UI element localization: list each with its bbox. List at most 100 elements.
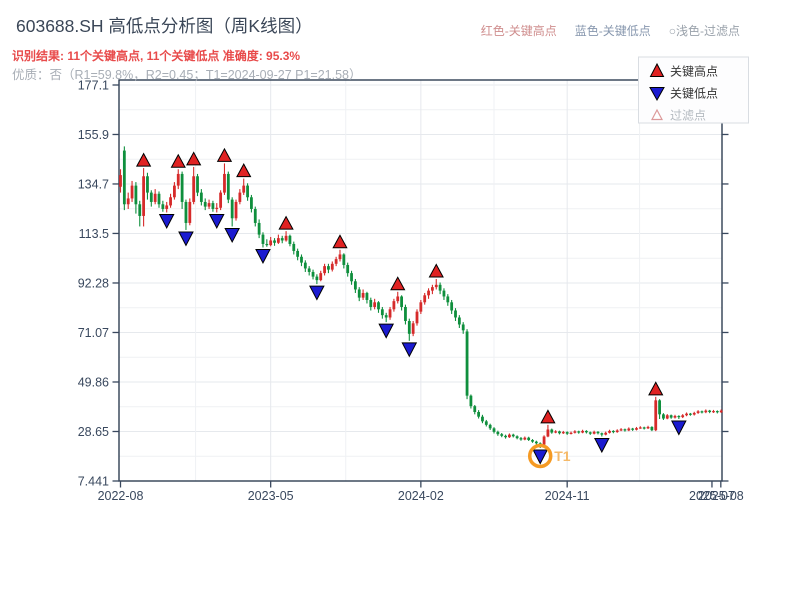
key-low-marker: [208, 213, 225, 230]
candle-body: [642, 427, 646, 429]
candle-body: [188, 201, 192, 223]
candle-body: [126, 198, 130, 205]
candle-body: [138, 204, 142, 216]
candle-body: [592, 431, 596, 434]
candle-body: [215, 207, 219, 209]
candle-body: [238, 192, 242, 202]
candle-body: [631, 428, 635, 430]
key-low-marker: [178, 231, 194, 247]
candle-body: [696, 411, 700, 413]
candle-body: [130, 185, 134, 199]
candle-body: [534, 441, 538, 444]
candle-body: [311, 271, 315, 277]
candle-body: [546, 429, 550, 437]
candle-body: [588, 432, 592, 434]
candle-body: [673, 415, 677, 418]
candle-body: [638, 427, 642, 429]
candle-body: [142, 176, 146, 216]
candle-body: [658, 400, 661, 415]
candle-body: [373, 302, 377, 307]
candle-body: [523, 437, 527, 440]
candle-body: [704, 410, 708, 413]
candle-body: [481, 416, 484, 422]
x-tick-label: 2022-08: [98, 489, 144, 503]
candle-body: [662, 414, 665, 419]
candle-body: [199, 192, 203, 202]
candle-body: [173, 185, 176, 198]
candle-body: [461, 324, 465, 331]
candle-body: [454, 310, 457, 318]
page-title: 603688.SH 高低点分析图（周K线图）: [16, 16, 313, 36]
candle-body: [157, 193, 161, 205]
candle-body: [665, 415, 669, 419]
header-legend-key-low: 蓝色-关键低点: [574, 24, 651, 38]
candle-body: [319, 273, 323, 281]
recognition-result-text: 识别结果: 11个关键高点, 11个关键低点 准确度: 95.3%: [12, 49, 301, 63]
key-low-marker: [671, 420, 687, 436]
candle-body: [484, 421, 488, 425]
candle-body: [427, 290, 430, 296]
candle-body: [253, 208, 257, 223]
candle-body: [492, 428, 496, 432]
candle-body: [419, 302, 423, 312]
candle-body: [300, 256, 303, 263]
candle-body: [423, 295, 427, 303]
candle-body: [246, 185, 249, 198]
candle-body: [477, 412, 481, 417]
candle-body: [346, 264, 350, 274]
y-tick-label: 92.28: [78, 276, 109, 290]
candle-body: [149, 192, 153, 202]
candle-body: [365, 292, 369, 300]
candle-body: [230, 199, 234, 219]
candle-body: [434, 284, 438, 288]
candle-body: [531, 440, 534, 442]
candle-body: [712, 411, 715, 413]
candle-body: [611, 430, 615, 433]
key-low-marker: [255, 248, 271, 265]
candle-body: [619, 429, 623, 431]
y-tick-label: 134.7: [78, 177, 109, 191]
x-tick-label: 2024-02: [398, 489, 444, 503]
candle-body: [700, 411, 704, 413]
candle-body: [250, 197, 253, 209]
candle-body: [223, 173, 226, 193]
candle-body: [292, 243, 296, 251]
candle-body: [646, 426, 650, 429]
key-high-marker: [540, 409, 556, 424]
key-high-marker: [648, 381, 664, 396]
candle-body: [469, 395, 473, 407]
candle-body: [192, 176, 196, 202]
y-tick-label: 155.9: [78, 128, 109, 142]
quality-text: 优质：否（R1=59.8%，R2=0.45；T1=2024-09-27 P1=2…: [12, 68, 362, 82]
candle-body: [369, 299, 373, 307]
candle-body: [600, 433, 604, 435]
key-low-marker: [378, 323, 395, 339]
key-low-marker: [594, 438, 610, 454]
candle-body: [715, 411, 719, 413]
candle-body: [396, 296, 400, 302]
candle-body: [654, 400, 658, 431]
candle-body: [500, 434, 504, 436]
key-low-marker: [532, 449, 549, 465]
candle-body: [681, 415, 685, 418]
header-legend-filtered: ○浅色-过滤点: [668, 24, 740, 38]
candle-body: [550, 429, 554, 433]
candle-body: [315, 276, 319, 281]
candle-body: [504, 435, 507, 438]
candle-body: [438, 284, 442, 291]
candle-body: [388, 309, 392, 318]
key-high-marker: [236, 163, 252, 178]
candle-body: [134, 185, 138, 205]
candle-body: [342, 254, 346, 265]
header-legend: 红色-关键高点 蓝色-关键低点 ○浅色-过滤点: [481, 22, 740, 39]
candle-body: [377, 302, 380, 310]
candle-body: [330, 263, 334, 270]
y-tick-label: 177.1: [78, 79, 109, 93]
candle-body: [596, 431, 600, 434]
key-high-marker: [170, 153, 186, 168]
candle-body: [219, 192, 223, 208]
candle-body: [623, 429, 627, 431]
candle-body: [669, 415, 673, 418]
candle-body: [407, 320, 411, 334]
candle-body: [719, 410, 723, 413]
